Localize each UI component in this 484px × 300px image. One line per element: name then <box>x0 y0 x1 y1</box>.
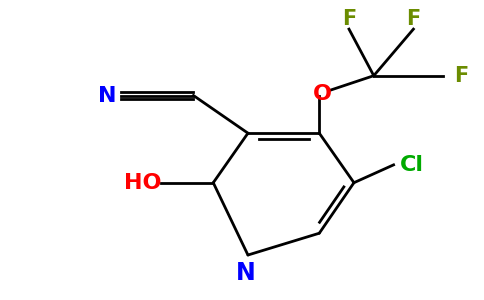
Text: F: F <box>454 66 468 86</box>
Text: F: F <box>342 9 356 29</box>
Text: F: F <box>406 9 421 29</box>
Text: N: N <box>98 85 117 106</box>
Text: Cl: Cl <box>399 155 424 175</box>
Text: N: N <box>236 261 256 285</box>
Text: HO: HO <box>124 173 162 193</box>
Text: O: O <box>313 83 332 103</box>
